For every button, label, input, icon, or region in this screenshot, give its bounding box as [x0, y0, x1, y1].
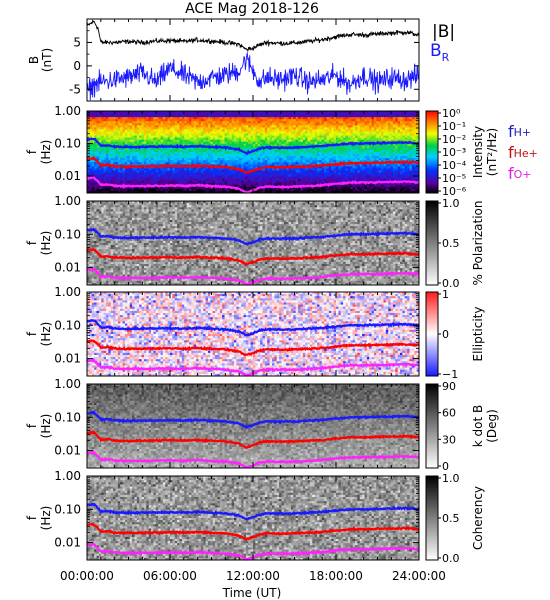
y-axis-label: B	[27, 56, 41, 64]
y-tick-label: 0.01	[54, 352, 81, 366]
colorbar: 1.0 0.5 0.0 Coherency	[426, 472, 485, 565]
colorbar-tick-label: 0	[442, 328, 449, 341]
y-tick-label: 1.00	[54, 285, 81, 299]
x-tick-label: 24:00:00	[392, 569, 446, 583]
x-axis-label: Time (UT)	[222, 586, 282, 600]
y-tick-label: 1.00	[54, 104, 81, 118]
panel-2: 1.00 0.10 0.01 f (Hz) 10⁰10⁻¹10⁻²10⁻³10⁻⁴10⁻⁵…	[25, 104, 499, 198]
y-tick-label: 1.00	[54, 469, 81, 483]
figure-title: ACE Mag 2018-126	[185, 1, 319, 17]
y-axis-unit: (Hz)	[39, 231, 53, 256]
y-tick-label: 0.10	[54, 227, 81, 241]
y-tick-label: 1.00	[54, 194, 81, 208]
colorbar-tick-label: 1.0	[442, 472, 460, 485]
colorbar-scale	[426, 201, 438, 285]
colorbar-unit: (Deg)	[485, 409, 499, 443]
colorbar-tick-label: 10⁻⁴	[442, 159, 467, 172]
spectrogram	[87, 476, 419, 560]
colorbar-scale	[426, 384, 438, 468]
plot-area	[87, 19, 419, 101]
ion-legend-subscript: O+	[514, 168, 532, 181]
colorbar-tick-label: 10⁻³	[442, 146, 466, 159]
y-axis-unit: (Hz)	[39, 506, 53, 531]
colorbar-label: % Polarization	[471, 201, 485, 286]
y-axis-label: f	[25, 423, 39, 428]
ion-legend-item: fHe+	[508, 143, 538, 162]
ion-legend: fH+ fHe+ fO+	[508, 122, 538, 183]
y-tick-label: 1.00	[54, 377, 81, 391]
y-axis-unit: (nT)	[40, 48, 54, 72]
y-tick-label: 0.01	[54, 444, 81, 458]
x-axis: 00:00:00 06:00:00 12:00:00 18:00:00 24:00:00	[60, 569, 446, 583]
y-tick-label: 0.10	[54, 502, 81, 516]
colorbar-tick-label: 30	[442, 433, 456, 446]
y-axis-label: f	[25, 240, 39, 245]
y-tick-label: 5	[73, 35, 81, 49]
colorbar-tick-label: 10⁰	[442, 107, 461, 120]
colorbar-tick-label: 0.5	[442, 512, 460, 525]
panel-6: 1.00 0.10 0.01 f (Hz) 1.0 0.5 0.0 Coherency	[25, 469, 485, 565]
x-tick-label: 06:00:00	[143, 569, 197, 583]
ion-legend-subscript: H+	[514, 126, 532, 139]
y-tick-label: 0.01	[54, 261, 81, 275]
colorbar-tick-label: 0.5	[442, 237, 460, 250]
y-tick-label: -5	[69, 82, 81, 96]
colorbar-label: Ellipticity	[471, 307, 485, 362]
y-axis-label: f	[25, 149, 39, 154]
ion-legend-item: fH+	[508, 122, 531, 141]
colorbar-tick-label: 90	[442, 380, 456, 393]
y-axis-unit: (Hz)	[39, 322, 53, 347]
colorbar-tick-label: 10⁻⁵	[442, 172, 466, 185]
colorbar-tick-label: 10⁻²	[442, 133, 466, 146]
ion-legend-subscript: He+	[514, 147, 538, 160]
colorbar-tick-label: 60	[442, 407, 456, 420]
x-tick-label: 12:00:00	[226, 569, 280, 583]
x-tick-label: 00:00:00	[60, 569, 114, 583]
colorbar-tick-label: 0.0	[442, 552, 460, 565]
y-axis-unit: (Hz)	[39, 414, 53, 439]
legend-b-r: BR	[430, 41, 450, 64]
panels: 50-5B (nT)1.000.100.01f (Hz)10⁰10⁻¹10⁻²10⁻…	[25, 19, 499, 565]
x-tick-label: 18:00:00	[309, 569, 363, 583]
colorbar-scale	[426, 292, 438, 376]
y-axis-label: f	[25, 515, 39, 520]
colorbar: 1.00.50.0% Polarization	[426, 197, 485, 290]
panel-1: 5 0 -5 B (nT)	[27, 19, 419, 101]
y-axis-unit: (Hz)	[39, 140, 53, 165]
colorbar-tick-label: 1.0	[442, 197, 460, 210]
y-tick-label: 0	[73, 59, 81, 73]
panel-3: 1.000.100.01f (Hz)1.00.50.0% Polarization	[25, 194, 485, 290]
colorbar-tick-label: 10⁻¹	[442, 120, 466, 133]
y-tick-label: 0.01	[54, 536, 81, 550]
y-tick-label: 0.10	[54, 318, 81, 332]
y-tick-label: 0.10	[54, 137, 81, 151]
y-tick-label: 0.10	[54, 410, 81, 424]
colorbar-label: Coherency	[471, 486, 485, 550]
y-axis-label: f	[25, 331, 39, 336]
y-tick-label: 0.01	[54, 169, 81, 183]
colorbar-scale	[426, 476, 438, 560]
colorbar-scale	[426, 111, 438, 193]
legend-b-total: |B|	[432, 22, 455, 42]
colorbar-tick-label: 1	[442, 288, 449, 301]
ion-legend-item: fO+	[508, 164, 532, 183]
colorbar-unit: (nT²/Hz)	[485, 128, 499, 176]
colorbar-label: Intensity	[471, 126, 485, 178]
colorbar-label: k dot B	[471, 405, 485, 447]
